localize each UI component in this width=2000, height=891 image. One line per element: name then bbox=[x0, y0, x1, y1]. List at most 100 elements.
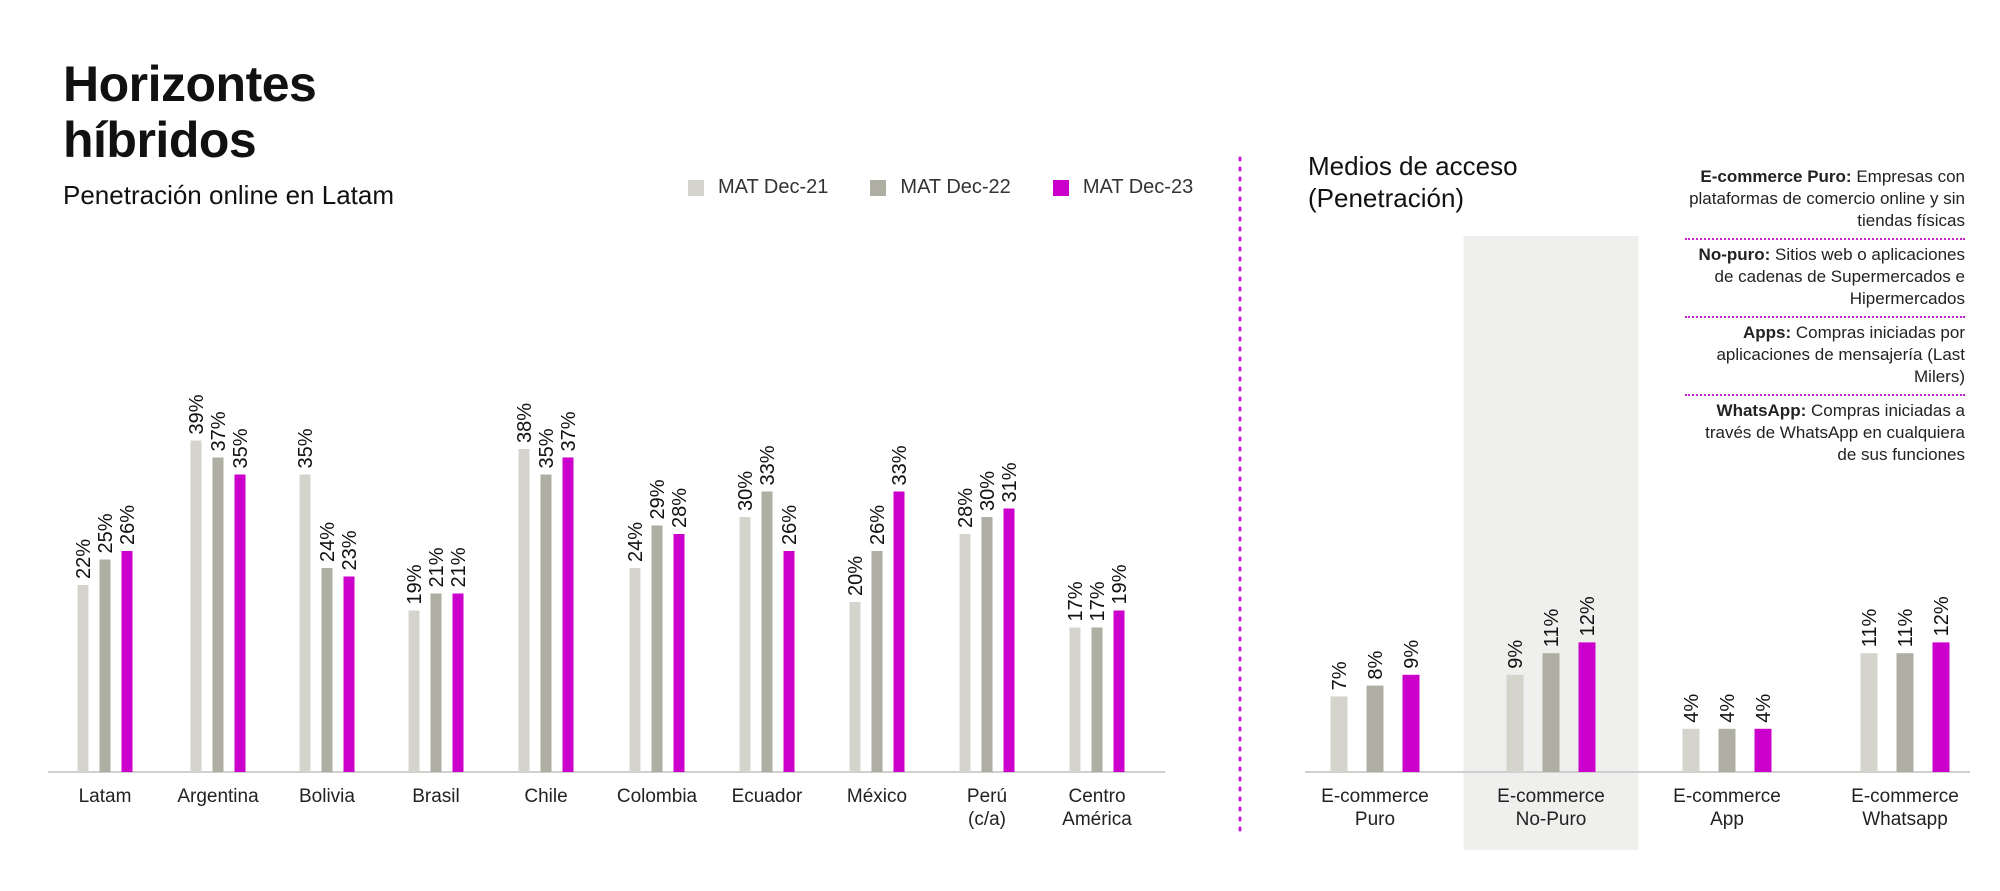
definition-term: WhatsApp: bbox=[1716, 401, 1807, 420]
data-label-argentina-mat-dec-22: 37% bbox=[208, 411, 230, 451]
access-channel-chart: 7% 8% 9% E-commerce Puro 9% 11% 12% E-commerce No… bbox=[1305, 236, 1970, 850]
category-label-argentina: Argentina bbox=[177, 786, 259, 807]
bar-e-commerce-whatsapp-mat-dec-22 bbox=[1896, 653, 1914, 772]
bar-latam-mat-dec-21 bbox=[77, 585, 89, 772]
definition-text: Empresas con plataformas de comercio onl… bbox=[1689, 167, 1965, 230]
bar-e-commerce-no-puro-mat-dec-21 bbox=[1506, 674, 1524, 772]
data-label-e-commerce-app-mat-dec-23: 4% bbox=[1753, 694, 1775, 723]
data-label-colombia-mat-dec-21: 24% bbox=[625, 522, 647, 562]
bar-centro-america-mat-dec-22 bbox=[1091, 627, 1103, 772]
definition-term: No-puro: bbox=[1698, 245, 1771, 264]
data-label-peru-c-a-mat-dec-22: 30% bbox=[977, 471, 999, 511]
category-label-e-commerce-whatsapp: E-commerce Whatsapp bbox=[1851, 786, 1959, 830]
bar-colombia-mat-dec-21 bbox=[629, 568, 641, 772]
bar-e-commerce-puro-mat-dec-21 bbox=[1330, 696, 1348, 772]
data-label-bolivia-mat-dec-21: 35% bbox=[295, 428, 317, 468]
data-label-e-commerce-puro-mat-dec-22: 8% bbox=[1365, 650, 1387, 679]
bar-brasil-mat-dec-22 bbox=[430, 593, 442, 772]
data-label-ecuador-mat-dec-23: 26% bbox=[779, 505, 801, 545]
bar-argentina-mat-dec-21 bbox=[190, 440, 202, 772]
bar-ecuador-mat-dec-21 bbox=[739, 517, 751, 772]
bar-colombia-mat-dec-22 bbox=[651, 525, 663, 772]
definitions-panel: E-commerce Puro: Empresas con plataforma… bbox=[1685, 162, 1965, 472]
bar-peru-c-a-mat-dec-21 bbox=[959, 534, 971, 772]
category-label-latam: Latam bbox=[79, 786, 132, 807]
bar-mexico-mat-dec-22 bbox=[871, 551, 883, 772]
legend-swatch-dec23 bbox=[1052, 179, 1069, 196]
bar-e-commerce-whatsapp-mat-dec-21 bbox=[1860, 653, 1878, 772]
definition-text: Sitios web o aplicaciones de cadenas de … bbox=[1714, 245, 1965, 308]
data-label-e-commerce-no-puro-mat-dec-22: 11% bbox=[1541, 608, 1563, 647]
data-label-chile-mat-dec-21: 38% bbox=[514, 403, 536, 443]
data-label-peru-c-a-mat-dec-23: 31% bbox=[999, 462, 1021, 502]
data-label-latam-mat-dec-22: 25% bbox=[95, 513, 117, 553]
bar-bolivia-mat-dec-21 bbox=[299, 474, 311, 772]
data-label-brasil-mat-dec-21: 19% bbox=[404, 564, 426, 604]
data-label-centro-america-mat-dec-23: 19% bbox=[1109, 564, 1131, 604]
legend-swatch-dec21 bbox=[688, 179, 704, 196]
bar-peru-c-a-mat-dec-22 bbox=[981, 517, 993, 772]
data-label-e-commerce-no-puro-mat-dec-21: 9% bbox=[1505, 640, 1527, 669]
definition-apps: Apps: Compras iniciadas por aplicaciones… bbox=[1685, 318, 1965, 396]
category-label-colombia: Colombia bbox=[617, 786, 698, 807]
bar-chile-mat-dec-23 bbox=[562, 457, 574, 772]
right-title-line-2: (Penetración) bbox=[1308, 183, 1465, 213]
legend-label-dec21: MAT Dec-21 bbox=[718, 176, 829, 198]
bar-brasil-mat-dec-23 bbox=[452, 593, 464, 772]
legend-label-dec23: MAT Dec-23 bbox=[1082, 176, 1194, 198]
bar-colombia-mat-dec-23 bbox=[673, 534, 685, 772]
definition-term: E-commerce Puro: bbox=[1700, 167, 1852, 186]
bar-e-commerce-app-mat-dec-21 bbox=[1682, 728, 1700, 772]
data-label-colombia-mat-dec-23: 28% bbox=[669, 488, 691, 528]
bar-e-commerce-app-mat-dec-22 bbox=[1718, 728, 1736, 772]
bar-chile-mat-dec-22 bbox=[540, 474, 552, 772]
data-label-e-commerce-whatsapp-mat-dec-23: 12% bbox=[1931, 596, 1953, 636]
data-label-centro-america-mat-dec-22: 17% bbox=[1087, 581, 1109, 621]
bar-brasil-mat-dec-21 bbox=[408, 610, 420, 772]
right-panel-title: Medios de acceso (Penetración) bbox=[1308, 150, 1518, 214]
category-label-e-commerce-no-puro: E-commerce No-Puro bbox=[1497, 786, 1605, 830]
bar-e-commerce-no-puro-mat-dec-23 bbox=[1578, 642, 1596, 772]
data-label-mexico-mat-dec-22: 26% bbox=[867, 505, 889, 545]
data-label-latam-mat-dec-23: 26% bbox=[117, 505, 139, 545]
data-label-argentina-mat-dec-21: 39% bbox=[186, 394, 208, 434]
data-label-brasil-mat-dec-23: 21% bbox=[448, 547, 470, 587]
bar-latam-mat-dec-22 bbox=[99, 559, 111, 772]
page-title: Horizontes híbridos bbox=[63, 56, 317, 168]
bar-chile-mat-dec-21 bbox=[518, 449, 530, 772]
data-label-bolivia-mat-dec-23: 23% bbox=[339, 530, 361, 570]
category-label-e-commerce-puro: E-commerce Puro bbox=[1321, 786, 1429, 830]
category-label-brasil: Brasil bbox=[412, 786, 460, 807]
bar-latam-mat-dec-23 bbox=[121, 551, 133, 772]
bar-e-commerce-app-mat-dec-23 bbox=[1754, 728, 1772, 772]
data-label-mexico-mat-dec-23: 33% bbox=[889, 445, 911, 485]
legend: MAT Dec-21 MAT Dec-22 MAT Dec-23 bbox=[688, 176, 1193, 199]
data-label-chile-mat-dec-23: 37% bbox=[558, 411, 580, 451]
bar-e-commerce-puro-mat-dec-23 bbox=[1402, 674, 1420, 772]
data-label-bolivia-mat-dec-22: 24% bbox=[317, 522, 339, 562]
data-label-e-commerce-app-mat-dec-21: 4% bbox=[1681, 694, 1703, 723]
definition-no-puro: No-puro: Sitios web o aplicaciones de ca… bbox=[1685, 240, 1965, 318]
data-label-chile-mat-dec-22: 35% bbox=[536, 428, 558, 468]
data-label-ecuador-mat-dec-22: 33% bbox=[757, 445, 779, 485]
title-line-2: híbridos bbox=[63, 112, 257, 168]
bar-bolivia-mat-dec-23 bbox=[343, 576, 355, 772]
category-label-centro-america: Centro América bbox=[1062, 786, 1132, 830]
category-label-mexico: México bbox=[847, 786, 907, 807]
data-label-argentina-mat-dec-23: 35% bbox=[230, 428, 252, 468]
category-label-bolivia: Bolivia bbox=[299, 786, 355, 807]
title-line-1: Horizontes bbox=[63, 56, 317, 112]
data-label-e-commerce-no-puro-mat-dec-23: 12% bbox=[1577, 596, 1599, 636]
data-label-latam-mat-dec-21: 22% bbox=[73, 539, 95, 579]
data-label-brasil-mat-dec-22: 21% bbox=[426, 547, 448, 587]
category-label-e-commerce-app: E-commerce App bbox=[1673, 786, 1781, 830]
legend-swatch-dec22 bbox=[870, 179, 887, 196]
bar-ecuador-mat-dec-22 bbox=[761, 491, 773, 772]
bar-argentina-mat-dec-23 bbox=[234, 474, 246, 772]
category-label-peru-c-a: Perú (c/a) bbox=[967, 786, 1007, 830]
data-label-centro-america-mat-dec-21: 17% bbox=[1065, 581, 1087, 621]
data-label-colombia-mat-dec-22: 29% bbox=[647, 479, 669, 519]
bar-peru-c-a-mat-dec-23 bbox=[1003, 508, 1015, 772]
